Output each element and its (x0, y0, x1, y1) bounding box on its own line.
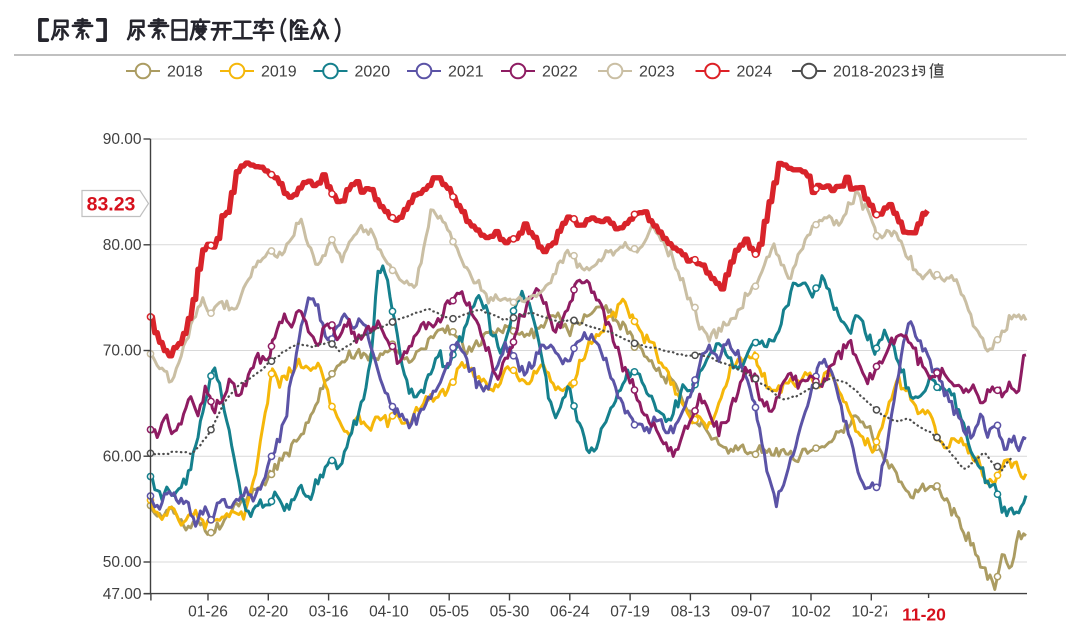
svg-text:05-30: 05-30 (490, 604, 530, 621)
svg-text:07-19: 07-19 (610, 604, 650, 621)
svg-text:60.00: 60.00 (103, 448, 142, 465)
svg-text:06-24: 06-24 (550, 604, 590, 621)
svg-text:10-02: 10-02 (791, 604, 831, 621)
svg-text:10-27: 10-27 (851, 604, 891, 621)
svg-text:09-07: 09-07 (731, 604, 771, 621)
svg-text:2024: 2024 (737, 64, 773, 81)
svg-text:03-16: 03-16 (309, 604, 349, 621)
svg-text:01-26: 01-26 (188, 604, 228, 621)
svg-text:83.23: 83.23 (87, 194, 136, 216)
svg-text:90.00: 90.00 (103, 131, 142, 148)
svg-text:50.00: 50.00 (103, 554, 142, 571)
svg-text:2018: 2018 (167, 64, 203, 81)
svg-text:08-13: 08-13 (671, 604, 711, 621)
svg-text:2022: 2022 (542, 64, 578, 81)
svg-text:05-05: 05-05 (429, 604, 469, 621)
svg-text:11-20: 11-20 (902, 605, 946, 625)
svg-text:04-10: 04-10 (369, 604, 409, 621)
svg-text:70.00: 70.00 (103, 343, 142, 360)
svg-text:2019: 2019 (261, 64, 297, 81)
svg-text:2020: 2020 (355, 64, 391, 81)
svg-text:80.00: 80.00 (103, 237, 142, 254)
svg-text:2018-2023: 2018-2023 (833, 64, 910, 81)
svg-text:47.00: 47.00 (103, 586, 142, 603)
svg-text:2021: 2021 (448, 64, 484, 81)
svg-text:02-20: 02-20 (248, 604, 288, 621)
svg-text:2023: 2023 (639, 64, 675, 81)
